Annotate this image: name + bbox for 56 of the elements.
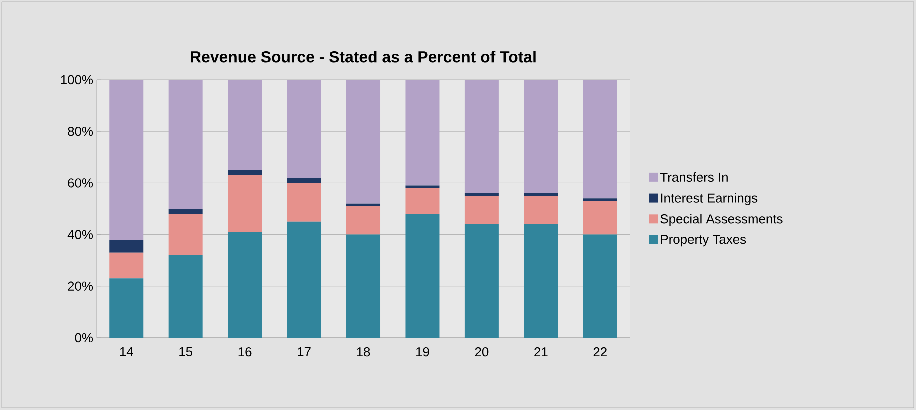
bar bbox=[287, 80, 322, 178]
bar bbox=[287, 183, 322, 222]
x-tick-label: 15 bbox=[180, 348, 192, 357]
y-tick-label: 0% bbox=[75, 333, 94, 343]
bar bbox=[464, 224, 499, 338]
y-tick-label: 20% bbox=[68, 282, 94, 291]
bar bbox=[168, 80, 203, 209]
bar bbox=[110, 240, 144, 253]
bar bbox=[228, 175, 262, 232]
legend-label: Transfers In bbox=[660, 172, 728, 182]
bar bbox=[346, 206, 381, 235]
bar bbox=[583, 80, 618, 199]
bar bbox=[583, 201, 618, 235]
bar bbox=[464, 80, 499, 194]
legend-label: Interest Earnings bbox=[661, 193, 758, 206]
bar bbox=[346, 80, 381, 204]
bar bbox=[406, 214, 440, 338]
bar bbox=[110, 80, 144, 240]
x-tick-label: 22 bbox=[594, 348, 607, 357]
y-tick-label: 60% bbox=[68, 178, 94, 188]
x-tick-label: 20 bbox=[475, 348, 489, 357]
chart-title: Revenue Source - Stated as a Percent of Total bbox=[191, 51, 536, 63]
x-tick-label: 19 bbox=[416, 348, 430, 357]
bar bbox=[406, 186, 440, 188]
legend-label: Special Assessments bbox=[660, 214, 783, 226]
bar bbox=[524, 196, 558, 224]
bar bbox=[168, 214, 203, 256]
bar bbox=[406, 188, 440, 214]
x-tick-label: 16 bbox=[238, 348, 252, 357]
bar bbox=[346, 234, 381, 338]
x-tick-label: 14 bbox=[120, 348, 134, 356]
bar bbox=[287, 222, 322, 338]
bar bbox=[110, 252, 144, 279]
y-tick-label: 100% bbox=[61, 75, 94, 85]
bar bbox=[464, 196, 499, 224]
bar bbox=[287, 178, 322, 184]
bar bbox=[524, 224, 558, 338]
bar bbox=[168, 255, 203, 338]
bar bbox=[228, 232, 262, 338]
x-tick-label: 18 bbox=[357, 348, 370, 357]
y-tick-label: 80% bbox=[68, 127, 94, 136]
bar bbox=[168, 209, 203, 214]
bar bbox=[228, 170, 262, 176]
legend-label: Property Taxes bbox=[661, 235, 746, 247]
bar bbox=[524, 194, 558, 196]
x-tick-label: 17 bbox=[298, 348, 311, 356]
bar bbox=[110, 278, 144, 338]
bar bbox=[524, 80, 558, 194]
bar bbox=[346, 204, 381, 206]
x-tick-label: 21 bbox=[534, 348, 548, 357]
bar bbox=[583, 234, 618, 338]
bar bbox=[464, 194, 499, 196]
bar bbox=[583, 198, 618, 202]
bar bbox=[406, 80, 440, 186]
bar bbox=[228, 80, 262, 170]
y-tick-label: 40% bbox=[68, 230, 94, 240]
